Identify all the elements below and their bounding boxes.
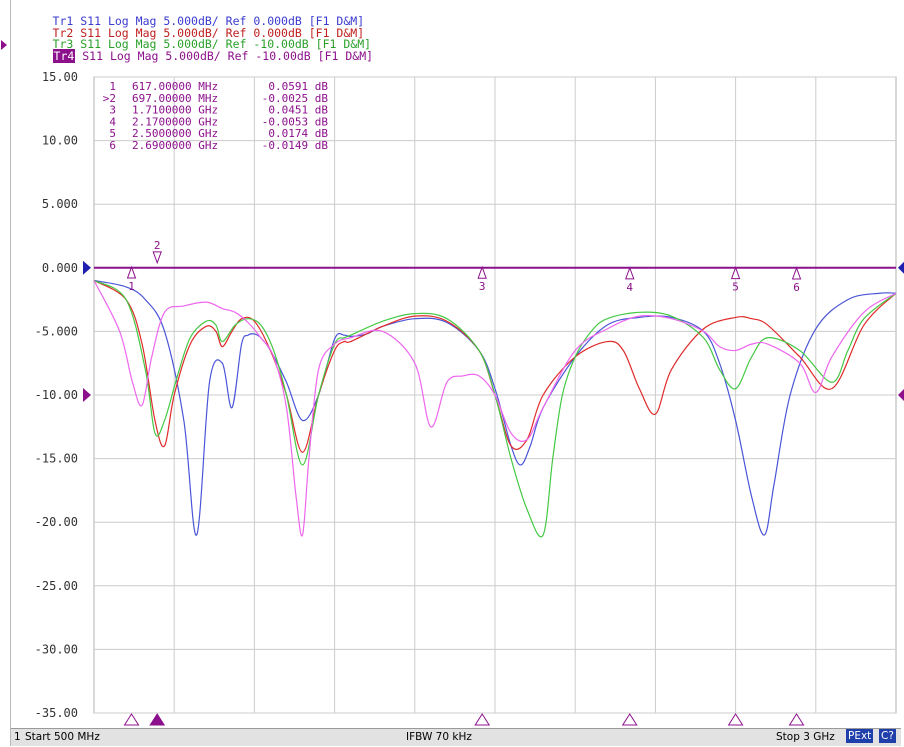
trace-settings: S11 Log Mag 5.000dB/ Ref -10.00dB [F1 D&… xyxy=(75,49,374,64)
marker-3-bottom-triangle-icon xyxy=(474,713,491,726)
y-tick-label: 15.00 xyxy=(42,70,78,84)
marker-3-label: 3 xyxy=(479,280,486,293)
calibration-badge[interactable]: C? xyxy=(879,729,896,743)
ref-level-marker-left-0db xyxy=(83,260,91,275)
marker-2-label: 2 xyxy=(154,239,161,252)
marker-table-value: -0.0025 dB xyxy=(262,92,329,105)
y-tick-label: -25.00 xyxy=(35,579,78,593)
y-tick-label: -35.00 xyxy=(35,706,78,720)
marker-5-bottom-triangle-icon xyxy=(727,713,744,726)
marker-table-frequency: 2.6900000 GHz xyxy=(132,139,218,152)
ref-level-marker-left-minus10db xyxy=(83,388,91,402)
trace-line-tr1[interactable]: Tr1 S11 Log Mag 5.000dB/ Ref 0.000dB [F1… xyxy=(11,4,373,27)
marker-table-number: >2 xyxy=(103,92,116,105)
marker-1-label: 1 xyxy=(128,280,135,293)
y-tick-label: -10.00 xyxy=(35,388,78,402)
series-line-tr2 xyxy=(93,279,897,453)
marker-6-label: 6 xyxy=(793,281,800,294)
y-tick-label: -30.00 xyxy=(35,642,78,656)
marker-6-triangle-icon xyxy=(791,266,802,280)
marker-table-value: -0.0053 dB xyxy=(262,115,329,128)
marker-4-bottom-triangle-icon xyxy=(621,713,638,726)
marker-1-bottom-triangle-icon xyxy=(123,713,140,726)
y-tick-label: 5.000 xyxy=(42,197,78,211)
trace-line-tr3[interactable]: Tr3 S11 Log Mag 5.000dB/ Ref -10.00dB [F… xyxy=(11,28,373,50)
trace-header-block: Tr1 S11 Log Mag 5.000dB/ Ref 0.000dB [F1… xyxy=(1,4,373,64)
marker-table-frequency: 617.00000 MHz xyxy=(132,80,218,93)
marker-table-value: 0.0174 dB xyxy=(268,127,328,140)
channel-number[interactable]: 1 xyxy=(14,731,21,743)
marker-table-value: 0.0591 dB xyxy=(268,80,328,93)
y-tick-label: -20.00 xyxy=(35,515,78,529)
trace-settings: S11 Log Mag 5.000dB/ Ref 0.000dB [F1 D&M… xyxy=(73,25,365,40)
marker-4-label: 4 xyxy=(626,281,633,294)
y-tick-label: -15.00 xyxy=(35,452,78,466)
y-tick-label: 10.00 xyxy=(42,134,78,148)
status-bar: 1 Start 500 MHz IFBW 70 kHz Stop 3 GHz P… xyxy=(11,728,901,746)
marker-table-frequency: 697.00000 MHz xyxy=(132,92,218,105)
marker-table-number: 4 xyxy=(109,115,116,128)
marker-4-triangle-icon xyxy=(625,266,635,280)
marker-6-bottom-triangle-icon xyxy=(788,713,805,726)
y-tick-label: 0.000 xyxy=(42,261,78,275)
y-tick-label: -5.000 xyxy=(35,324,78,338)
marker-table-frequency: 2.1700000 GHz xyxy=(132,115,218,128)
series-line-tr3 xyxy=(93,279,897,538)
marker-2-bottom-triangle-icon xyxy=(149,713,166,726)
active-trace-arrow-icon xyxy=(1,40,7,51)
marker-table-frequency: 1.7100000 GHz xyxy=(132,104,218,117)
stop-frequency[interactable]: Stop 3 GHz xyxy=(776,731,835,743)
trace-label: Tr2 xyxy=(52,25,74,40)
trace-settings: S11 Log Mag 5.000dB/ Ref 0.000dB [F1 D&M… xyxy=(73,13,365,28)
marker-5-label: 5 xyxy=(732,281,739,294)
trace-line-tr4[interactable]: Tr4 S11 Log Mag 5.000dB/ Ref -10.00dB [F… xyxy=(1,39,373,64)
trace-label: Tr1 xyxy=(52,13,74,28)
marker-table-value: 0.0451 dB xyxy=(268,104,328,117)
trace-label: Tr3 xyxy=(52,37,74,52)
series-line-tr4 xyxy=(93,280,897,537)
ref-level-marker-right-minus10db xyxy=(898,389,904,401)
start-frequency[interactable]: Start 500 MHz xyxy=(25,731,100,743)
marker-table-number: 6 xyxy=(109,139,116,152)
ref-level-marker-right-0db xyxy=(898,261,904,274)
marker-table-value: -0.0149 dB xyxy=(262,139,329,152)
port-extension-badge[interactable]: PExt xyxy=(846,729,874,743)
marker-table-number: 1 xyxy=(109,80,116,93)
ifbw-readout[interactable]: IFBW 70 kHz xyxy=(406,731,472,743)
marker-1-triangle-icon xyxy=(126,265,137,279)
marker-2-triangle-icon xyxy=(152,251,162,265)
series-line-tr1 xyxy=(93,279,897,536)
marker-table-number: 5 xyxy=(109,127,116,140)
marker-table-number: 3 xyxy=(109,104,116,117)
trace-label-active: Tr4 xyxy=(52,49,76,64)
marker-5-triangle-icon xyxy=(730,266,741,280)
trace-settings: S11 Log Mag 5.000dB/ Ref -10.00dB [F1 D&… xyxy=(73,37,372,52)
trace-line-tr2[interactable]: Tr2 S11 Log Mag 5.000dB/ Ref 0.000dB [F1… xyxy=(11,16,373,39)
marker-table-frequency: 2.5000000 GHz xyxy=(132,127,218,140)
marker-3-triangle-icon xyxy=(477,265,487,279)
